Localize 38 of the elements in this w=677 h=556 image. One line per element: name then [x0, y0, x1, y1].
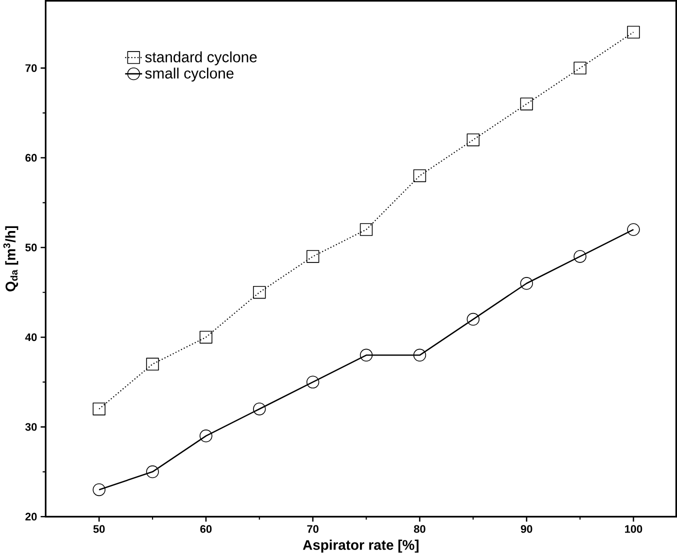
point [360, 223, 373, 236]
point [466, 134, 480, 146]
y-tick-label: 70 [25, 64, 37, 72]
point [627, 26, 640, 39]
point [306, 250, 320, 263]
x-tick-label: 50 [93, 525, 105, 533]
point [574, 62, 586, 74]
point [92, 402, 106, 416]
point [466, 312, 480, 326]
x-tick-label: 70 [307, 525, 318, 533]
point [413, 169, 426, 182]
point [627, 223, 640, 236]
point [253, 402, 266, 416]
x-tick-label: 80 [414, 525, 426, 533]
point [360, 348, 373, 362]
point [200, 330, 212, 344]
y-tick-label: 20 [25, 512, 37, 521]
point [520, 98, 533, 110]
y-tick-label: 50 [25, 244, 37, 252]
y-axis-title: Q$_{da}$ [m$^{3}$/h] [3, 226, 18, 292]
point [146, 358, 159, 371]
x-axis-title: Aspirator rate [%] [302, 540, 418, 553]
x-tick-label: 60 [200, 525, 212, 533]
legend-label: standard cyclone [145, 51, 257, 66]
point [306, 376, 320, 388]
legend-label: small cyclone [145, 68, 234, 82]
y-tick-label: 60 [25, 154, 37, 162]
y-tick-label: 30 [25, 423, 37, 431]
point [520, 277, 533, 290]
point [253, 286, 266, 299]
x-tick-label: 100 [625, 525, 642, 533]
point [146, 465, 159, 478]
point [413, 348, 426, 362]
point [200, 430, 212, 442]
point [92, 483, 106, 496]
y-tick-label: 40 [25, 333, 37, 342]
point [574, 250, 586, 263]
x-tick-label: 90 [520, 525, 532, 533]
